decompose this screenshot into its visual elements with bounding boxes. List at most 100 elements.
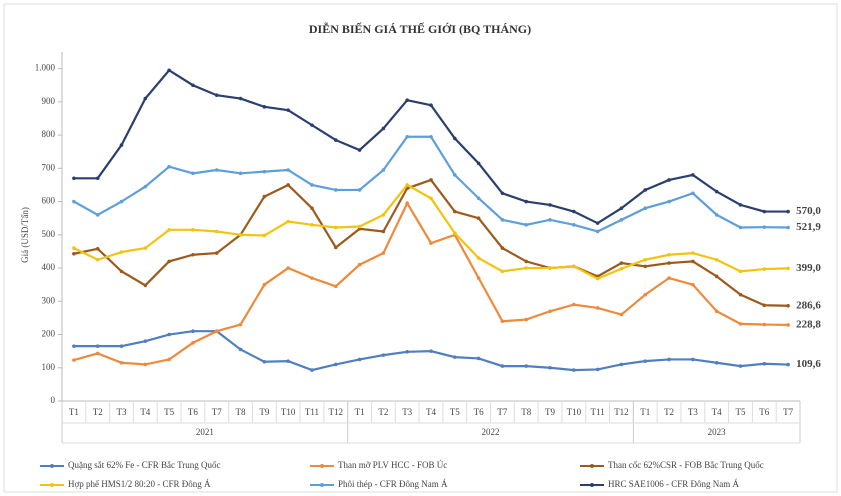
year-label: 2022 (482, 427, 500, 437)
point (191, 341, 195, 345)
point (262, 233, 267, 238)
point (238, 96, 243, 101)
point (238, 233, 243, 237)
x-tick-label: T6 (759, 407, 769, 417)
point (786, 303, 790, 308)
point (191, 228, 195, 232)
point (238, 322, 243, 327)
point (191, 83, 195, 88)
point (191, 171, 195, 176)
x-tick-label: T9 (545, 407, 555, 417)
point (95, 257, 100, 262)
point (619, 206, 624, 211)
point (72, 176, 76, 181)
point (453, 231, 457, 235)
x-tick-label: T4 (712, 407, 722, 417)
x-tick-label: T1 (69, 407, 79, 417)
point (286, 168, 290, 172)
x-tick-label: T2 (93, 407, 103, 417)
point (738, 269, 743, 274)
point (619, 261, 624, 265)
value-label: 286,6 (796, 299, 821, 311)
point (548, 365, 552, 370)
point (476, 276, 481, 280)
legend-marker (590, 483, 594, 487)
point (572, 264, 576, 269)
point (691, 173, 695, 177)
x-tick-label: T1 (355, 407, 365, 417)
point (619, 362, 624, 367)
value-label: 570,0 (796, 205, 821, 217)
x-tick-label: T6 (474, 407, 484, 417)
point (524, 223, 529, 227)
x-tick-label: T4 (426, 407, 436, 417)
point (405, 183, 409, 187)
point (95, 246, 100, 251)
value-label: 399,0 (796, 262, 821, 274)
point (214, 251, 219, 255)
point (72, 251, 76, 256)
point (381, 229, 386, 234)
point (167, 357, 171, 362)
point (238, 171, 243, 176)
point (333, 284, 338, 289)
point (405, 350, 409, 354)
y-tick-label: 400 (42, 262, 56, 272)
legend-marker (320, 464, 324, 468)
point (476, 196, 481, 201)
legend-label: Than mỡ PLV HCC - FOB Úc (338, 460, 447, 470)
point (619, 312, 624, 317)
point (95, 213, 100, 217)
series-line (73, 135, 789, 233)
point (738, 203, 743, 207)
point (262, 282, 267, 287)
point (643, 257, 648, 262)
point (262, 105, 267, 109)
x-tick-label: T5 (164, 407, 174, 417)
point (333, 362, 338, 367)
point (714, 309, 719, 314)
point (405, 201, 409, 206)
point (191, 252, 195, 257)
point (738, 225, 743, 230)
point (524, 259, 529, 264)
point (738, 322, 743, 326)
point (310, 276, 314, 280)
point (453, 136, 457, 141)
point (333, 188, 338, 192)
x-tick-label: T7 (212, 407, 222, 417)
point (476, 216, 481, 220)
point (143, 339, 148, 343)
point (643, 188, 648, 192)
point (453, 209, 457, 214)
point (214, 168, 219, 172)
point (524, 199, 529, 204)
value-label: 228,8 (796, 318, 821, 330)
point (429, 103, 433, 107)
y-tick-label: 0 (51, 395, 56, 405)
legend-marker (590, 464, 594, 468)
point (95, 351, 100, 356)
point (476, 161, 481, 166)
point (167, 332, 171, 337)
point (548, 309, 552, 314)
point (595, 221, 600, 225)
x-tick-label: T5 (450, 407, 460, 417)
point (143, 96, 148, 101)
x-tick-label: T9 (259, 407, 269, 417)
point (667, 357, 671, 362)
point (357, 262, 362, 267)
point (357, 148, 362, 152)
y-tick-label: 100 (42, 362, 56, 372)
chart-frame (3, 3, 838, 493)
point (595, 276, 600, 281)
point (310, 206, 314, 211)
x-tick-label: T4 (140, 407, 150, 417)
point (500, 246, 505, 250)
x-tick-label: T10 (567, 407, 582, 417)
point (286, 266, 290, 270)
point (691, 191, 695, 196)
point (167, 259, 171, 264)
point (667, 252, 671, 257)
point (72, 344, 76, 348)
